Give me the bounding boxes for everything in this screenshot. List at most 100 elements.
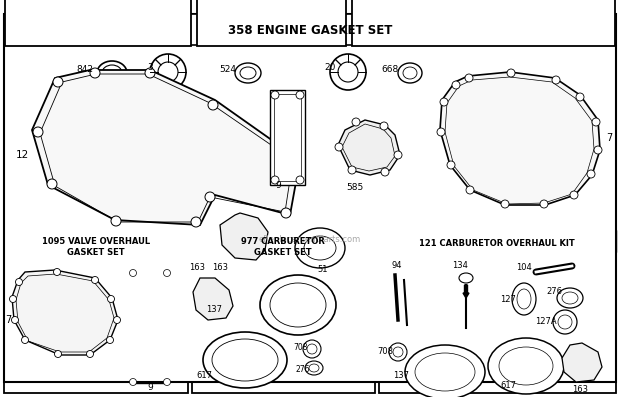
- Ellipse shape: [594, 146, 602, 154]
- Polygon shape: [193, 278, 233, 320]
- Text: eReplacementParts.com: eReplacementParts.com: [259, 235, 361, 245]
- Text: 1095 VALVE OVERHAUL
GASKET SET: 1095 VALVE OVERHAUL GASKET SET: [42, 237, 150, 257]
- Bar: [445, 258, 510, 340]
- Ellipse shape: [113, 316, 120, 324]
- Ellipse shape: [557, 288, 583, 308]
- Text: 163: 163: [189, 264, 205, 272]
- Text: 127A: 127A: [535, 318, 557, 326]
- Ellipse shape: [205, 192, 215, 202]
- Ellipse shape: [22, 337, 29, 343]
- Ellipse shape: [53, 268, 61, 276]
- Ellipse shape: [164, 378, 170, 385]
- Ellipse shape: [53, 77, 63, 87]
- Text: 12: 12: [16, 150, 29, 160]
- Bar: [386, 258, 408, 270]
- Ellipse shape: [330, 54, 366, 90]
- Polygon shape: [562, 343, 602, 382]
- Ellipse shape: [415, 353, 475, 391]
- Text: 977 CARBURETOR
GASKET SET: 977 CARBURETOR GASKET SET: [241, 237, 325, 257]
- Ellipse shape: [304, 236, 336, 260]
- Ellipse shape: [307, 344, 317, 354]
- Polygon shape: [220, 213, 268, 260]
- Polygon shape: [32, 70, 300, 225]
- Ellipse shape: [130, 378, 136, 385]
- Ellipse shape: [240, 67, 256, 79]
- Text: 3: 3: [147, 64, 153, 73]
- Ellipse shape: [380, 122, 388, 130]
- Ellipse shape: [296, 176, 304, 184]
- Ellipse shape: [517, 289, 531, 309]
- Ellipse shape: [150, 54, 186, 90]
- Ellipse shape: [90, 68, 100, 78]
- Bar: [136, 276, 164, 379]
- Ellipse shape: [558, 315, 572, 329]
- Ellipse shape: [47, 179, 57, 189]
- Ellipse shape: [203, 332, 287, 388]
- Ellipse shape: [111, 216, 121, 226]
- Bar: [379, 230, 616, 252]
- Ellipse shape: [393, 347, 403, 357]
- Polygon shape: [12, 270, 118, 355]
- Text: 617: 617: [196, 370, 212, 380]
- Ellipse shape: [55, 351, 61, 358]
- Ellipse shape: [270, 283, 326, 327]
- Bar: [197, 0, 346, 46]
- Ellipse shape: [381, 168, 389, 176]
- Polygon shape: [440, 72, 600, 205]
- Ellipse shape: [338, 62, 358, 82]
- Bar: [4, 230, 188, 260]
- Bar: [132, 272, 168, 383]
- Ellipse shape: [398, 63, 422, 83]
- Ellipse shape: [130, 270, 136, 276]
- Text: 20: 20: [324, 64, 335, 73]
- Text: 9: 9: [147, 382, 153, 391]
- Ellipse shape: [501, 200, 509, 208]
- Ellipse shape: [440, 98, 448, 106]
- Ellipse shape: [335, 143, 343, 151]
- Ellipse shape: [507, 69, 515, 77]
- Ellipse shape: [164, 270, 170, 276]
- Ellipse shape: [499, 347, 553, 385]
- Bar: [274, 94, 301, 181]
- Ellipse shape: [281, 208, 291, 218]
- Text: 104: 104: [516, 264, 532, 272]
- Ellipse shape: [12, 316, 19, 324]
- Text: 163: 163: [572, 385, 588, 395]
- Ellipse shape: [158, 62, 178, 82]
- Ellipse shape: [447, 161, 455, 169]
- Text: 842: 842: [76, 66, 94, 75]
- Bar: [270, 90, 305, 185]
- Ellipse shape: [33, 127, 43, 137]
- Text: 585: 585: [347, 183, 363, 193]
- Ellipse shape: [352, 118, 360, 126]
- Text: 137: 137: [393, 370, 409, 380]
- Ellipse shape: [102, 65, 122, 81]
- Ellipse shape: [309, 364, 319, 372]
- Ellipse shape: [145, 68, 155, 78]
- Ellipse shape: [16, 279, 22, 285]
- FancyArrow shape: [463, 285, 469, 298]
- Ellipse shape: [552, 76, 560, 84]
- Polygon shape: [338, 120, 400, 175]
- Text: 51: 51: [317, 266, 328, 274]
- Ellipse shape: [208, 100, 218, 110]
- Text: 617: 617: [500, 380, 516, 389]
- Ellipse shape: [296, 91, 304, 99]
- Bar: [192, 230, 375, 260]
- Text: 668: 668: [381, 64, 399, 73]
- Ellipse shape: [403, 67, 417, 79]
- Ellipse shape: [92, 276, 99, 283]
- Text: 94: 94: [392, 260, 402, 270]
- Ellipse shape: [576, 93, 584, 101]
- Ellipse shape: [512, 283, 536, 315]
- Ellipse shape: [260, 275, 336, 335]
- Ellipse shape: [540, 200, 548, 208]
- Ellipse shape: [305, 361, 323, 375]
- Bar: [379, 230, 616, 393]
- Bar: [352, 0, 615, 46]
- Ellipse shape: [465, 74, 473, 82]
- Ellipse shape: [405, 345, 485, 397]
- Text: 708: 708: [377, 347, 393, 357]
- Ellipse shape: [570, 191, 578, 199]
- Ellipse shape: [191, 217, 201, 227]
